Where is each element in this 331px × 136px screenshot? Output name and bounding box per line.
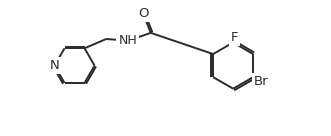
Text: F: F <box>231 31 238 44</box>
Text: Br: Br <box>254 75 268 88</box>
Text: O: O <box>138 7 148 20</box>
Text: N: N <box>50 59 59 72</box>
Text: NH: NH <box>118 34 137 47</box>
